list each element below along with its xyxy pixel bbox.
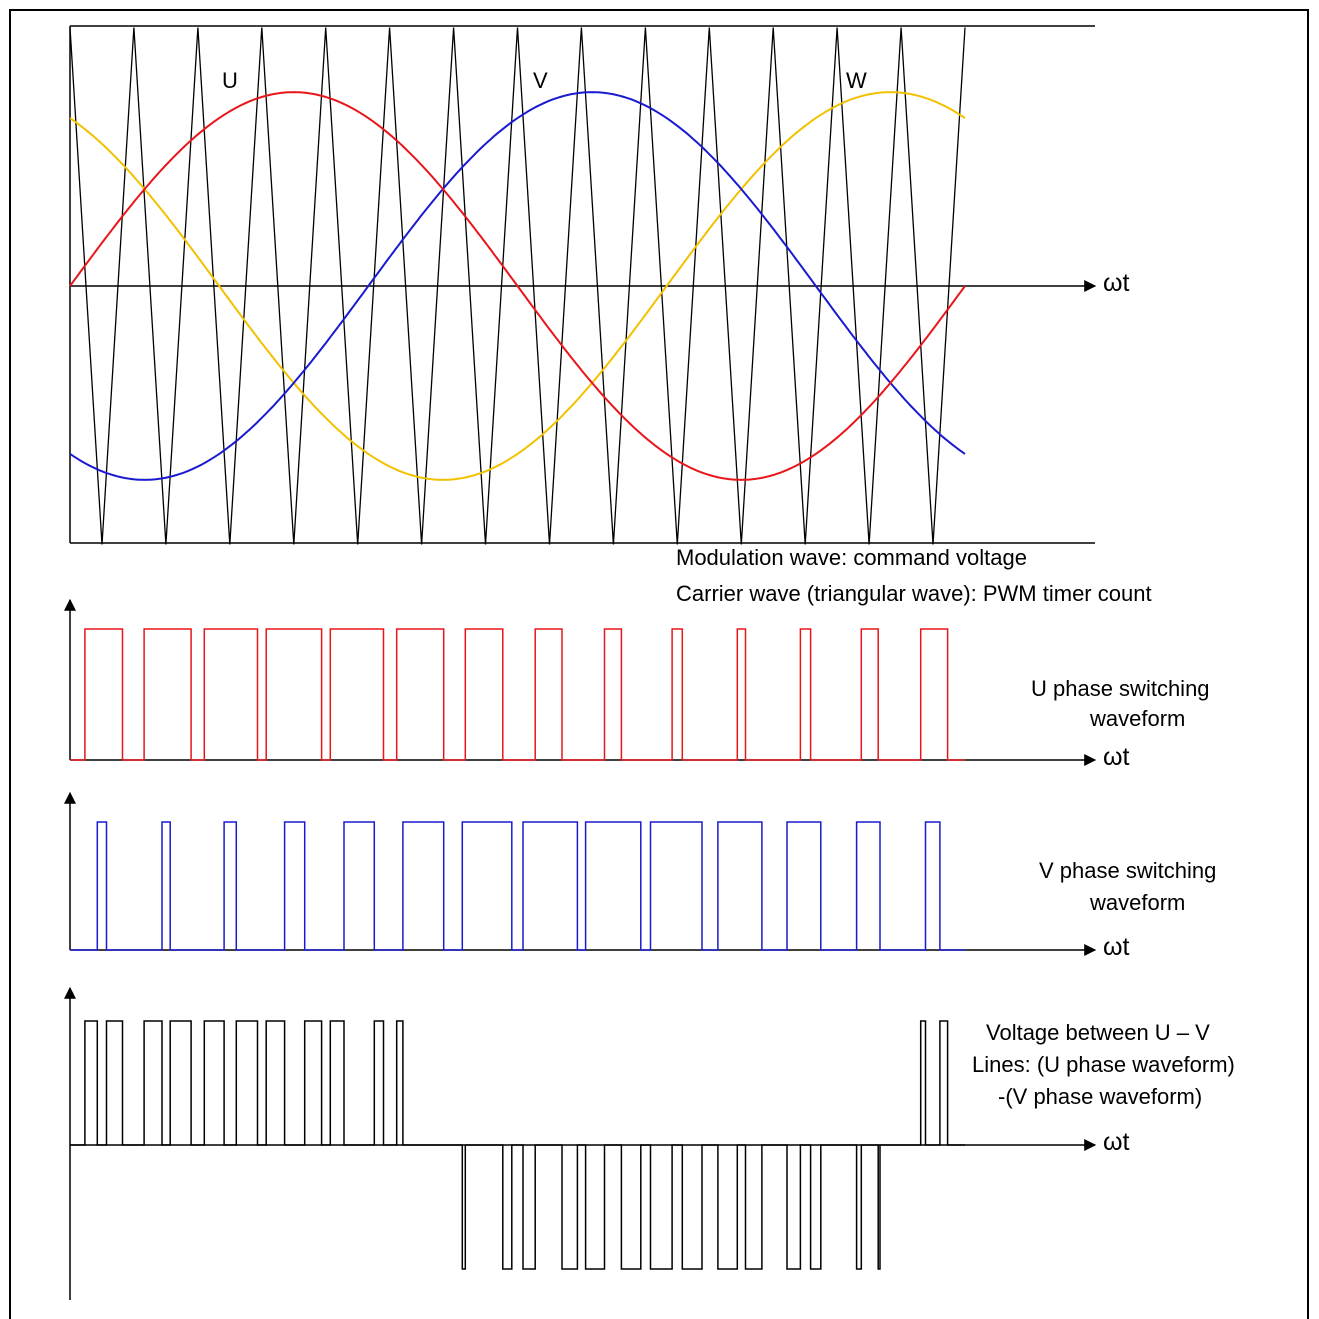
v-panel-label-line1: V phase switching [1039,858,1217,883]
uv-axis-label: ωt [1103,1128,1130,1156]
modulation-wave-v [69,91,966,481]
u-panel-label-line2: waveform [1090,706,1186,731]
u-phase-switching-waveform [70,628,965,761]
top-axis-label: ωt [1103,269,1130,297]
modulation-caption: Modulation wave: command voltage [676,545,1027,570]
uv-panel-label-line3: -(V phase waveform) [998,1084,1203,1109]
top-panel [69,25,1097,545]
u-axis-label: ωt [1103,743,1130,771]
figure-frame [9,9,1309,1319]
modulation-wave-u [69,91,966,481]
uv-line-voltage-panel [64,986,1097,1300]
u-panel-label-line1: U phase switching [1031,676,1210,701]
v-switching-panel [64,791,1097,956]
modulation-wave-w [69,91,966,481]
phase-label-w: W [846,68,867,93]
v-panel-label-line2: waveform [1090,890,1186,915]
phase-label-u: U [222,68,238,93]
v-axis-label: ωt [1103,933,1130,961]
carrier-caption: Carrier wave (triangular wave): PWM time… [676,581,1152,606]
uv-panel-label-line2: Lines: (U phase waveform) [972,1052,1235,1077]
uv-panel-label-line1: Voltage between U – V [986,1020,1210,1045]
carrier-triangle-wave [69,27,966,545]
u-switching-panel [64,598,1097,766]
uv-line-voltage-waveform [70,1020,965,1270]
v-phase-switching-waveform [70,821,965,951]
phase-label-v: V [533,68,548,93]
